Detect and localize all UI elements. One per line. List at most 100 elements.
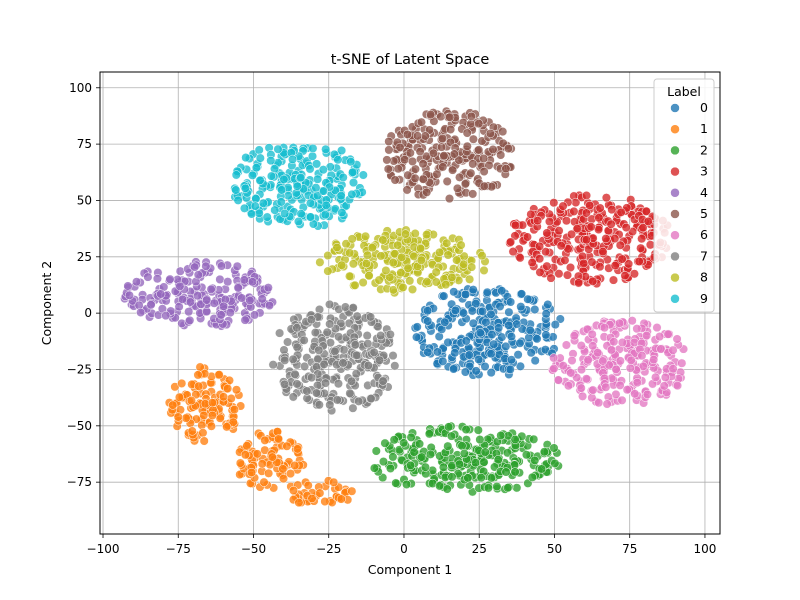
data-point <box>333 155 343 165</box>
data-point <box>495 301 505 311</box>
data-point <box>579 258 589 268</box>
data-point <box>345 248 355 258</box>
data-point <box>279 345 289 355</box>
data-point <box>460 289 471 299</box>
data-point <box>402 479 412 489</box>
data-point <box>354 396 364 406</box>
data-point <box>239 275 249 285</box>
data-point <box>479 166 489 177</box>
data-point <box>270 205 280 215</box>
data-point <box>497 286 507 296</box>
data-point <box>362 331 372 341</box>
chart-title: t-SNE of Latent Space <box>331 52 490 68</box>
data-point <box>526 209 536 219</box>
data-point <box>400 229 411 239</box>
data-point <box>638 361 648 371</box>
data-point <box>288 392 298 402</box>
data-point <box>348 167 358 177</box>
data-point <box>351 369 361 379</box>
data-point <box>610 261 620 271</box>
data-point <box>448 165 458 175</box>
data-point <box>264 300 275 311</box>
data-point <box>290 369 300 379</box>
legend-label: 7 <box>700 248 708 263</box>
data-point <box>471 366 481 376</box>
data-point <box>550 458 560 468</box>
data-point <box>442 238 452 248</box>
data-point <box>391 478 401 488</box>
legend-items: 0 1 2 3 4 5 6 7 8 9 <box>670 100 708 306</box>
data-point <box>617 254 627 264</box>
scatter-points <box>120 106 689 508</box>
data-point <box>443 441 453 451</box>
data-point <box>294 498 304 508</box>
data-point <box>277 185 287 195</box>
data-point <box>449 364 459 374</box>
data-point <box>503 143 513 154</box>
data-point <box>578 391 588 401</box>
series-8 <box>315 225 490 298</box>
data-point <box>501 164 511 174</box>
data-point <box>444 422 454 432</box>
data-point <box>397 252 407 262</box>
data-point <box>414 439 425 449</box>
data-point <box>515 338 525 348</box>
data-point <box>488 144 498 155</box>
data-point <box>214 370 224 380</box>
data-point <box>464 350 474 360</box>
legend-label: 6 <box>700 227 708 242</box>
data-point <box>607 205 617 215</box>
x-tick-label: −100 <box>87 542 120 556</box>
data-point <box>146 300 156 310</box>
data-point <box>416 244 426 254</box>
data-point <box>330 346 340 356</box>
data-point <box>452 183 463 193</box>
data-point <box>420 462 430 472</box>
data-point <box>486 309 496 319</box>
data-point <box>314 400 324 410</box>
data-point <box>218 392 229 402</box>
data-point <box>637 351 647 361</box>
data-point <box>288 485 299 496</box>
data-point <box>303 480 313 490</box>
data-point <box>526 348 536 358</box>
data-point <box>337 260 347 270</box>
data-point <box>626 355 636 365</box>
data-point <box>371 446 381 456</box>
data-point <box>521 450 532 460</box>
data-point <box>346 157 356 167</box>
legend-marker <box>670 124 680 134</box>
data-point <box>306 212 316 222</box>
data-point <box>586 222 596 232</box>
data-point <box>348 303 358 313</box>
data-point <box>677 358 687 368</box>
data-point <box>193 291 203 301</box>
data-point <box>459 448 469 459</box>
data-point <box>637 234 647 244</box>
data-point <box>143 272 153 282</box>
axis-ticks: −100 −75 −50 −25 0 25 50 75 100−75−50−2502550751… <box>67 81 717 556</box>
data-point <box>479 265 489 275</box>
data-point <box>123 281 133 291</box>
data-point <box>206 284 216 294</box>
data-point <box>315 488 325 498</box>
data-point <box>292 342 302 352</box>
data-point <box>435 481 445 491</box>
data-point <box>402 185 412 195</box>
data-point <box>565 262 576 273</box>
data-point <box>617 337 627 348</box>
data-point <box>566 368 576 378</box>
x-tick-label: 75 <box>622 542 637 556</box>
data-point <box>247 170 258 180</box>
data-point <box>369 463 380 473</box>
x-tick-label: 100 <box>693 542 716 556</box>
data-point <box>315 257 325 267</box>
data-point <box>527 472 537 482</box>
legend-marker <box>670 230 680 240</box>
data-point <box>510 220 521 230</box>
data-point <box>185 297 195 307</box>
data-point <box>323 266 333 276</box>
data-point <box>363 360 373 371</box>
data-point <box>506 355 516 365</box>
data-point <box>273 144 283 154</box>
